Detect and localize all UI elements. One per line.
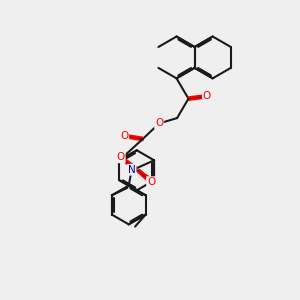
Text: O: O (203, 91, 211, 101)
Text: N: N (128, 165, 136, 175)
Text: O: O (147, 177, 155, 187)
Text: O: O (155, 118, 163, 128)
Text: O: O (120, 131, 128, 141)
Text: O: O (116, 152, 125, 162)
